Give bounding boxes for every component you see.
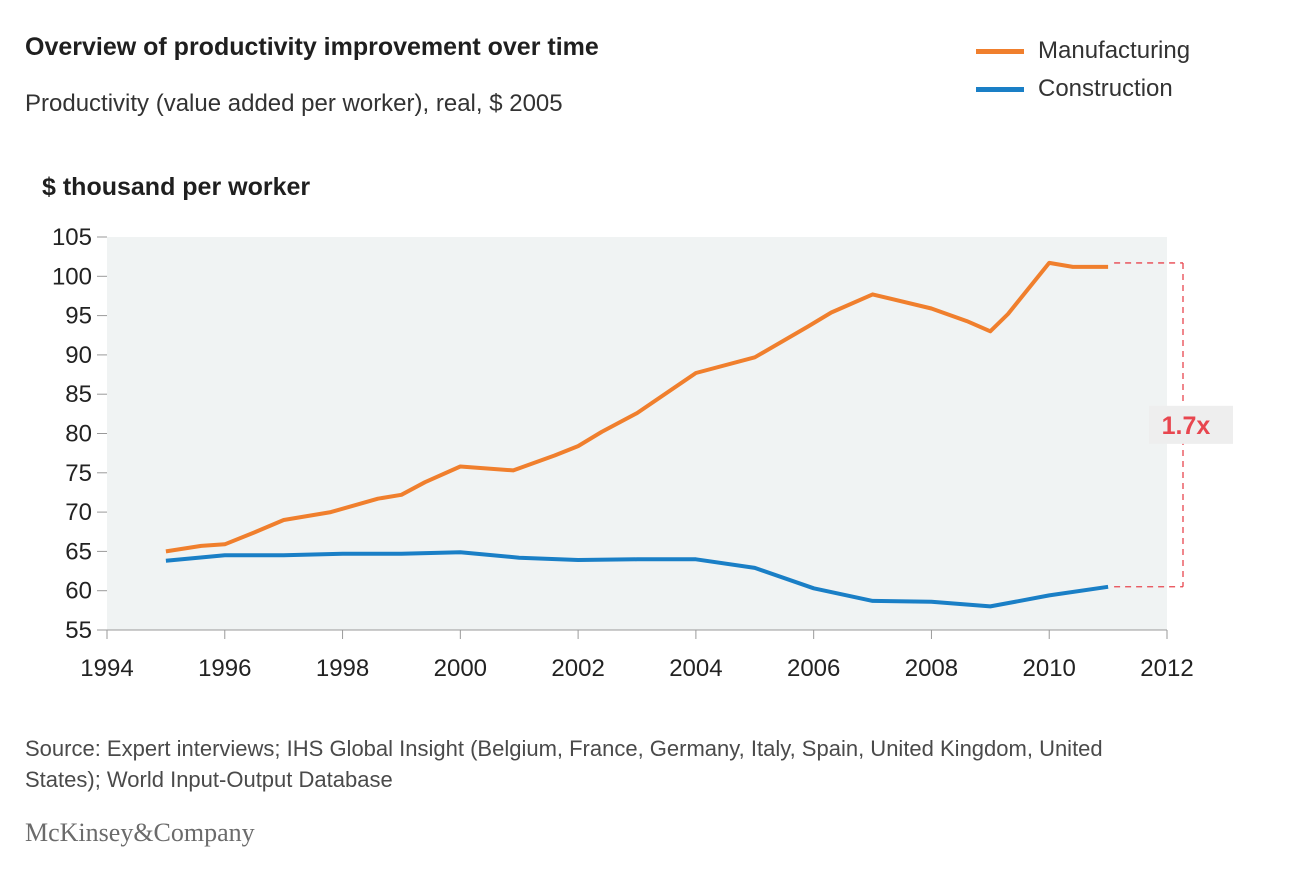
series-line-manufacturing [165,260,1109,554]
y-tick-label: 105 [52,224,92,251]
y-tick-label: 65 [65,538,92,565]
chart-subtitle: Productivity (value added per worker), r… [25,90,563,117]
y-axis: 55 60 65 70 75 80 85 90 95 100 105 [52,224,107,644]
y-axis-label: $ thousand per worker [42,173,310,201]
y-tick-label: 75 [65,460,92,487]
y-tick-label: 85 [65,381,92,408]
legend: Manufacturing Construction [976,32,1296,108]
x-tick-label: 2000 [434,655,487,682]
y-tick-label: 95 [65,303,92,330]
x-tick-label: 1996 [198,655,251,682]
x-tick-label: 2008 [905,655,958,682]
x-tick-label: 1994 [80,655,133,682]
legend-label-construction: Construction [1038,75,1173,102]
legend-swatch-manufacturing [976,48,1024,54]
source-note: Source: Expert interviews; IHS Global In… [25,736,1103,792]
x-tick-label: 2012 [1140,655,1193,682]
x-tick-label: 2002 [551,655,604,682]
annotation-label: 1.7x [1162,412,1211,440]
y-tick-label: 60 [65,578,92,605]
y-tick-label: 70 [65,499,92,526]
x-tick-label: 2006 [787,655,840,682]
brand-logo: McKinsey&Company [25,818,255,847]
y-tick-label: 80 [65,421,92,448]
x-tick-label: 1998 [316,655,369,682]
x-tick-label: 2004 [669,655,722,682]
ratio-annotation: 1.7x [1114,262,1233,588]
y-tick-label: 55 [65,617,92,644]
legend-label-manufacturing: Manufacturing [1038,37,1191,64]
legend-swatch-construction [976,86,1024,92]
annotation-label-box [1149,405,1233,444]
x-tick-label: 2010 [1023,655,1076,682]
plot-area [107,237,1167,630]
series-line-construction [165,550,1109,609]
legend-item-manufacturing: Manufacturing [976,32,1296,70]
y-tick-label: 100 [52,263,92,290]
x-axis: 1994 1996 1998 2000 2002 2004 2006 2008 2010 2012 [80,629,1194,682]
legend-item-construction: Construction [976,70,1296,108]
y-tick-label: 90 [65,342,92,369]
chart-title: Overview of productivity improvement ove… [25,33,599,61]
line-chart: $ thousand per worker 55 60 65 70 75 80 85 90 95… [42,173,1233,682]
series-lines [165,260,1109,609]
